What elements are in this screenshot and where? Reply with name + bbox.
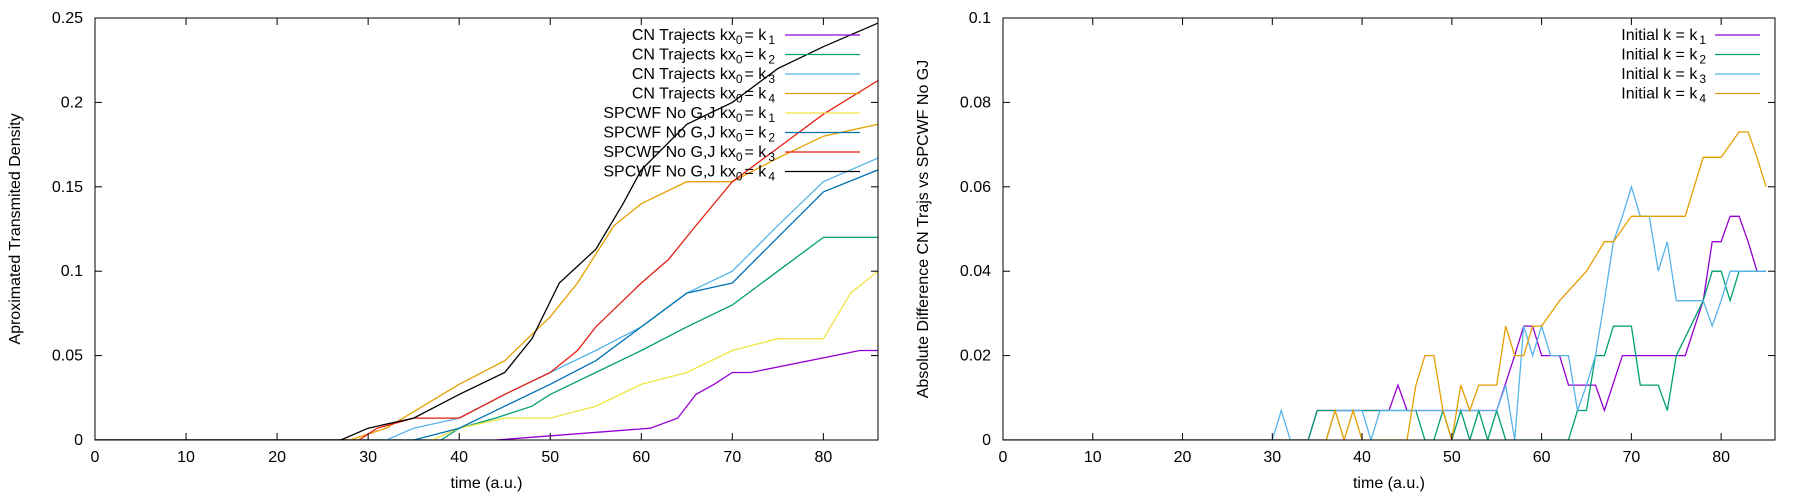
series-line-3 [95, 157, 878, 440]
x-tick-label: 30 [1263, 449, 1281, 466]
series-line-3 [1003, 184, 1766, 440]
chart-left: 0 10 20 30 40 50 60 70 80 0 0.05 0.1 0.15 0.2 0.25 time… [7, 10, 879, 492]
y-tick-label: 0.02 [960, 348, 991, 365]
x-tick-label: 70 [1622, 449, 1640, 466]
plot-frame [94, 17, 879, 441]
x-tick-label: 40 [1353, 449, 1371, 466]
x-tick-label: 50 [1443, 449, 1461, 466]
x-tick-label: 80 [814, 449, 832, 466]
y-tick-label: 0 [982, 432, 991, 449]
x-tick-label: 50 [541, 449, 559, 466]
x-tick-label: 30 [359, 449, 377, 466]
series-line-7 [95, 79, 878, 440]
x-tick-label: 0 [999, 449, 1008, 466]
y-tick-label: 0.2 [61, 94, 83, 111]
series-line-1 [95, 349, 878, 440]
plot-frame [1002, 17, 1776, 441]
x-tick-label: 40 [450, 449, 468, 466]
x-tick-label: 80 [1712, 449, 1730, 466]
x-tick-label: 60 [632, 449, 650, 466]
series-group [1003, 131, 1767, 440]
y-axis-label: Aproximated Transmited Density [7, 113, 24, 344]
y-tick-label: 0.25 [52, 10, 83, 27]
series-line-1 [1003, 215, 1766, 440]
series-group [95, 22, 878, 440]
chart-right: 0 10 20 30 40 50 60 70 80 0 0.02 0.04 0.06 0.08 0.1 tim… [915, 10, 1776, 492]
y-tick-label: 0 [74, 432, 83, 449]
y-tick-label: 0.04 [960, 263, 991, 280]
series-line-2 [95, 236, 878, 440]
x-axis-label: time (a.u.) [1353, 475, 1425, 492]
y-tick-label: 0.1 [61, 263, 83, 280]
x-tick-label: 0 [91, 449, 100, 466]
series-line-8 [95, 22, 878, 440]
x-tick-label: 10 [177, 449, 195, 466]
y-tick-label: 0.06 [960, 179, 991, 196]
x-tick-label: 60 [1533, 449, 1551, 466]
y-tick-label: 0.05 [52, 348, 83, 365]
y-tick-label: 0.08 [960, 94, 991, 111]
series-line-4 [1003, 131, 1767, 440]
x-tick-label: 10 [1084, 449, 1102, 466]
y-axis-label: Absolute Difference CN Trajs vs SPCWF No… [915, 60, 932, 398]
series-line-6 [95, 169, 878, 440]
x-tick-label: 20 [1174, 449, 1192, 466]
y-tick-label: 0.15 [52, 179, 83, 196]
x-tick-label: 70 [723, 449, 741, 466]
x-axis-label: time (a.u.) [450, 475, 522, 492]
y-tick-label: 0.1 [969, 10, 991, 27]
x-tick-label: 20 [268, 449, 286, 466]
